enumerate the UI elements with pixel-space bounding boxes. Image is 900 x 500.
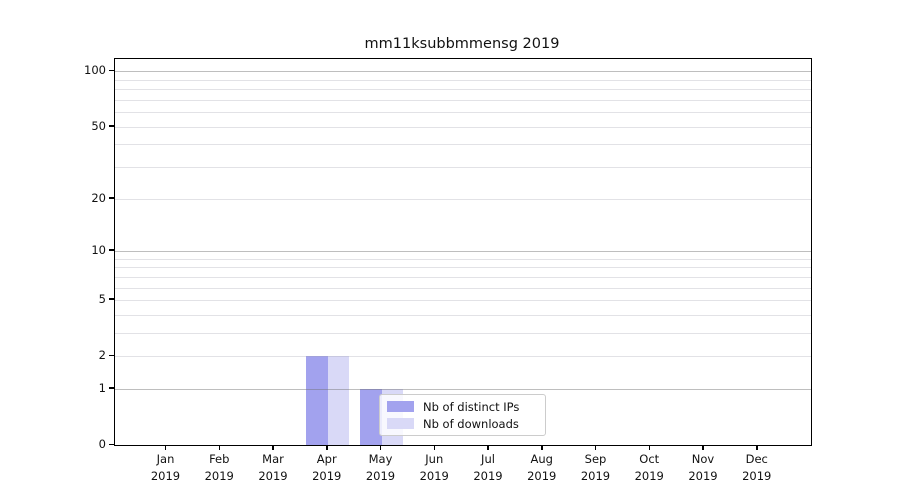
minor-gridline [115, 299, 811, 301]
x-tick-month: Jul [481, 452, 495, 466]
minor-gridline [115, 287, 811, 289]
x-tick-year: 2019 [365, 469, 396, 483]
y-tick-mark [109, 69, 114, 72]
minor-gridline [115, 356, 811, 358]
minor-gridline [115, 167, 811, 169]
y-tick-mark [109, 197, 114, 199]
y-tick-mark [109, 249, 114, 251]
x-tick-month: Nov [691, 452, 715, 466]
y-tick-label: 10 [91, 242, 106, 257]
minor-gridline [115, 258, 811, 260]
y-tick-mark [109, 387, 114, 389]
x-tick-mark [218, 445, 220, 450]
x-tick-label: May 2019 [353, 451, 409, 485]
y-tick-label: 20 [91, 190, 106, 205]
x-tick-month: Aug [530, 452, 553, 466]
y-tick-label: 5 [98, 291, 106, 306]
major-gridline [115, 71, 811, 73]
minor-gridline [115, 267, 811, 269]
x-tick-year: 2019 [419, 469, 449, 483]
x-tick-year: 2019 [688, 469, 718, 483]
y-tick-label: 100 [84, 63, 106, 78]
legend-label-downloads: Nb of downloads [423, 416, 519, 431]
minor-gridline [115, 198, 811, 200]
x-tick-month: Sep [584, 452, 607, 466]
x-tick-month: Oct [639, 452, 660, 466]
x-tick-mark [326, 445, 328, 450]
x-tick-label: Jun 2019 [406, 451, 462, 485]
x-tick-mark [594, 445, 597, 450]
legend-item-downloads: Nb of downloads [387, 415, 538, 432]
x-tick-label: Mar 2019 [245, 451, 301, 485]
x-tick-month: Apr [316, 452, 337, 466]
y-tick-label: 0 [98, 437, 106, 451]
major-gridline [115, 250, 811, 252]
legend-swatch-downloads [387, 418, 414, 429]
x-tick-year: 2019 [258, 469, 288, 483]
x-tick-mark [164, 445, 167, 450]
x-tick-year: 2019 [150, 469, 181, 483]
x-tick-year: 2019 [473, 469, 503, 483]
x-tick-label: Jul 2019 [460, 451, 516, 485]
y-tick-label: 50 [91, 118, 106, 133]
y-tick-mark [109, 298, 114, 300]
x-tick-mark [702, 445, 704, 450]
minor-gridline [115, 79, 811, 81]
x-tick-mark [648, 445, 650, 450]
y-tick-mark [109, 354, 114, 357]
minor-gridline [115, 112, 811, 114]
minor-gridline [115, 276, 811, 278]
x-tick-mark [272, 445, 274, 450]
x-tick-label: Dec 2019 [729, 451, 785, 485]
x-tick-month: May [368, 452, 393, 466]
x-tick-year: 2019 [527, 469, 557, 483]
x-tick-label: Feb 2019 [191, 451, 247, 485]
minor-gridline [115, 144, 811, 146]
minor-gridline [115, 332, 811, 334]
x-tick-mark [379, 445, 382, 450]
x-tick-label: Sep 2019 [568, 451, 624, 485]
y-tick-label: 1 [98, 380, 106, 395]
x-tick-month: Dec [745, 452, 768, 466]
legend-swatch-distinct-ips [387, 401, 414, 412]
minor-gridline [115, 100, 811, 102]
x-tick-month: Feb [209, 452, 230, 466]
chart-title: mm11ksubbmmensg 2019 [364, 36, 560, 52]
major-gridline [115, 388, 811, 390]
x-tick-year: 2019 [742, 469, 772, 483]
legend-label-distinct-ips: Nb of distinct IPs [423, 399, 520, 414]
x-tick-mark [756, 445, 758, 450]
x-tick-mark [541, 445, 543, 450]
x-tick-year: 2019 [634, 469, 664, 483]
minor-gridline [115, 126, 811, 128]
x-tick-month: Jan [156, 452, 175, 466]
x-tick-month: Mar [262, 452, 284, 466]
y-tick-label: 2 [98, 348, 106, 363]
bar-apr-distinct-ips [306, 356, 328, 445]
legend-item-distinct-ips: Nb of distinct IPs [387, 398, 538, 415]
x-tick-label: Nov 2019 [675, 451, 731, 485]
bar-may-distinct-ips [360, 388, 382, 445]
x-tick-label: Aug 2019 [514, 451, 570, 485]
y-tick-mark [109, 125, 114, 127]
bar-apr-downloads [327, 356, 350, 445]
plot-area [114, 58, 812, 446]
x-tick-mark [487, 445, 489, 450]
x-tick-label: Apr 2019 [299, 451, 355, 485]
x-tick-label: Jan 2019 [138, 451, 194, 485]
y-tick-mark [109, 443, 114, 445]
x-tick-year: 2019 [204, 469, 234, 483]
minor-gridline [115, 89, 811, 91]
x-tick-label: Oct 2019 [621, 451, 677, 485]
x-tick-mark [433, 445, 435, 450]
x-tick-month: Jun [425, 452, 444, 466]
x-tick-year: 2019 [580, 469, 611, 483]
x-tick-year: 2019 [312, 469, 342, 483]
minor-gridline [115, 314, 811, 316]
legend: Nb of distinct IPs Nb of downloads [379, 394, 546, 436]
